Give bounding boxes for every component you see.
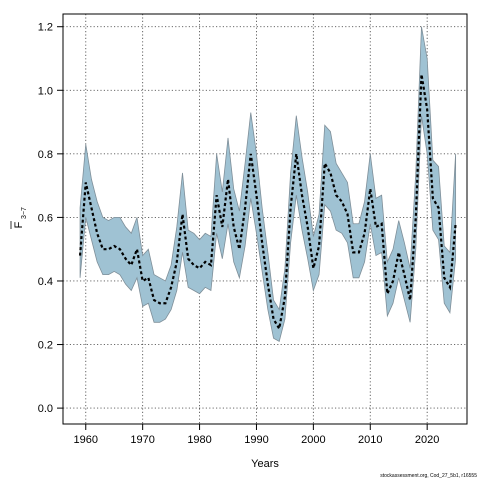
x-tick-label-1970: 1970 [130,434,154,446]
x-tick-label-2000: 2000 [301,434,325,446]
y-tick-label-1.2: 1.2 [38,22,53,34]
x-axis-title: Years [251,458,279,470]
y-tick-label-0: 0.0 [38,403,53,415]
plot-frame [62,13,468,425]
x-tick-label-2020: 2020 [415,434,439,446]
x-axis: 1960 1970 1980 1990 2000 2010 2020 [74,424,439,446]
y-tick-label-0.6: 0.6 [38,212,53,224]
y-tick-label-1: 1.0 [38,85,53,97]
y-axis-title: F 3−7 [10,207,28,229]
y-axis-title-subscript: 3−7 [21,207,28,219]
estimate-line [78,74,457,332]
y-axis: 0.0 0.2 0.4 0.6 0.8 1.0 1.2 [38,22,63,415]
y-tick-label-0.2: 0.2 [38,340,53,352]
y-axis-title-main: F [13,221,25,228]
source-footnote: stockassessment.org, Cod_27_5b1, r16555 [380,473,477,479]
x-tick-label-1960: 1960 [74,434,98,446]
grid [63,14,467,424]
x-tick-label-2010: 2010 [358,434,382,446]
y-tick-label-0.4: 0.4 [38,276,53,288]
y-tick-label-0.8: 0.8 [38,149,53,161]
x-tick-label-1990: 1990 [244,434,268,446]
confidence-band [79,26,457,342]
x-tick-label-1980: 1980 [187,434,211,446]
